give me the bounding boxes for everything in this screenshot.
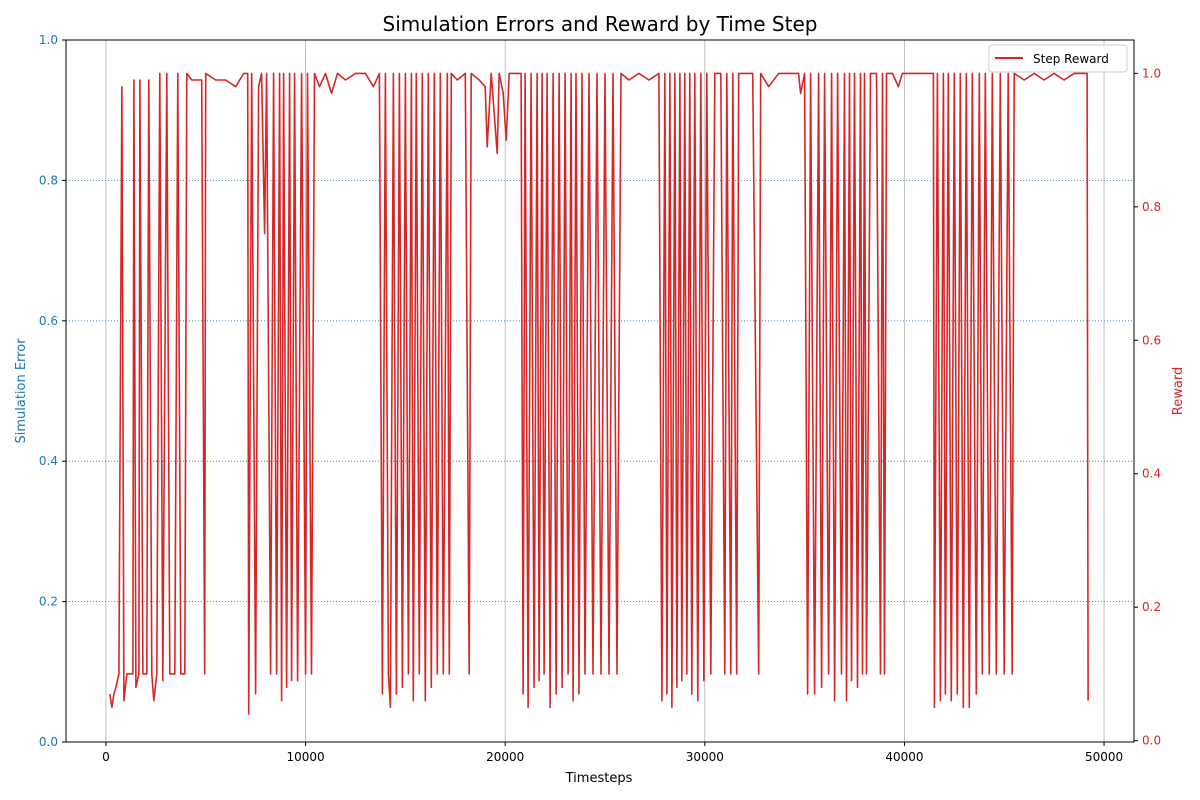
y-right-tick-label: 0.0: [1142, 734, 1161, 748]
x-axis-label: Timesteps: [565, 771, 633, 786]
reward-series-line: [109, 72, 1089, 715]
legend: Step Reward: [988, 44, 1128, 73]
y-left-tick-label: 0.2: [39, 595, 58, 609]
y-left-axis-label: Simulation Error: [14, 338, 29, 444]
x-tick-label: 0: [102, 750, 110, 764]
plot-frame: [65, 39, 1135, 743]
y-right-tick-label: 0.2: [1142, 600, 1161, 614]
y-right-tick-label: 0.4: [1142, 467, 1161, 481]
y-left-tick-label: 0.4: [39, 454, 58, 468]
legend-label: Step Reward: [1033, 52, 1109, 66]
y-right-tick-label: 1.0: [1142, 66, 1161, 80]
y-left-tick-label: 0.6: [39, 314, 58, 328]
chart-title: Simulation Errors and Reward by Time Ste…: [383, 12, 818, 36]
y-left-tick-label: 0.0: [39, 735, 58, 749]
x-tick-label: 40000: [885, 750, 923, 764]
x-tick-label: 30000: [686, 750, 724, 764]
x-tick-label: 20000: [486, 750, 524, 764]
y-right-tick-label: 0.8: [1142, 200, 1161, 214]
y-left-tick-label: 0.8: [39, 173, 58, 187]
x-tick-label: 50000: [1085, 750, 1123, 764]
y-right-tick-label: 0.6: [1142, 333, 1161, 347]
y-left-tick-label: 1.0: [39, 33, 58, 47]
series-layer: [109, 72, 1089, 715]
y-right-axis-label: Reward: [1171, 367, 1186, 415]
x-tick-label: 10000: [286, 750, 324, 764]
tick-layer: 0 10000 20000 30000 40000 50000 0.0 0.2 0.4 0.6 0.…: [39, 33, 1161, 764]
legend-box: [988, 44, 1128, 73]
